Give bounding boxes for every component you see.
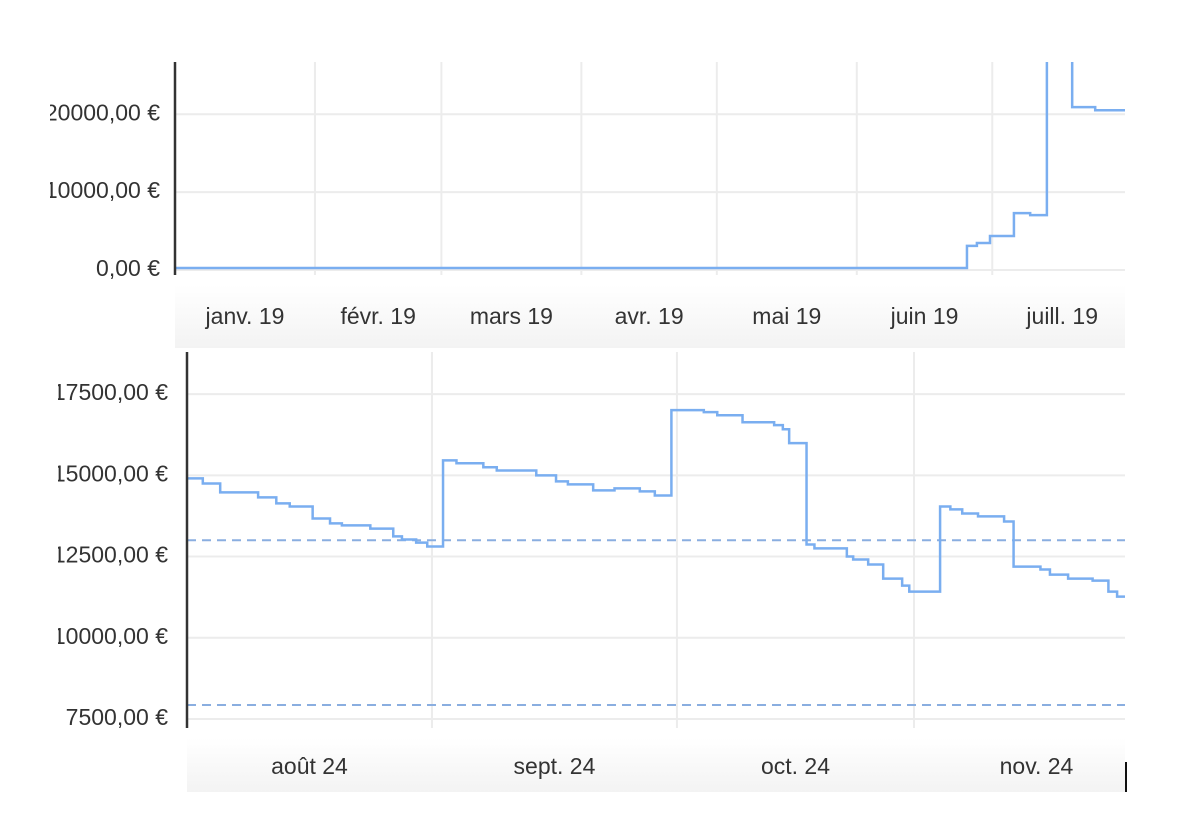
x-tick-label: mars 19 bbox=[470, 303, 553, 329]
y-tick-label: 17500,00 € bbox=[53, 379, 168, 405]
x-tick-label: nov. 24 bbox=[1000, 753, 1074, 779]
x-tick-label: févr. 19 bbox=[340, 303, 415, 329]
plot bbox=[175, 62, 1125, 270]
y-tick-label: 12500,00 € bbox=[53, 542, 168, 568]
x-tick-label: janv. 19 bbox=[205, 303, 285, 329]
y-tick-labels: 7500,00 € 10000,00 € 12500,00 € 15000,00 € 1… bbox=[53, 379, 169, 730]
y-tick-label: 7500,00 € bbox=[66, 704, 169, 730]
x-tick-label: juin 19 bbox=[890, 303, 959, 329]
x-tick-label: sept. 24 bbox=[514, 753, 596, 779]
y-tick-label: 10000,00 € bbox=[53, 623, 168, 649]
x-tick-label: oct. 24 bbox=[761, 753, 830, 779]
line-series bbox=[175, 62, 1125, 270]
y-tick-label: 15000,00 € bbox=[53, 460, 168, 486]
y-tick-label: 0,00 € bbox=[96, 255, 160, 281]
x-axis-strip bbox=[187, 738, 1125, 792]
y-tick-label: 10000,00 € bbox=[45, 177, 160, 203]
line-series bbox=[187, 408, 1125, 598]
plot bbox=[187, 408, 1125, 598]
x-tick-label: mai 19 bbox=[752, 303, 821, 329]
y-tick-label: 20000,00 € bbox=[45, 99, 160, 125]
x-tick-label: juill. 19 bbox=[1025, 303, 1098, 329]
x-axis-strip bbox=[175, 285, 1125, 348]
y-tick-labels: 0,00 € 10000,00 € 20000,00 € bbox=[45, 99, 160, 281]
x-tick-label: août 24 bbox=[271, 753, 348, 779]
x-tick-label: avr. 19 bbox=[615, 303, 684, 329]
